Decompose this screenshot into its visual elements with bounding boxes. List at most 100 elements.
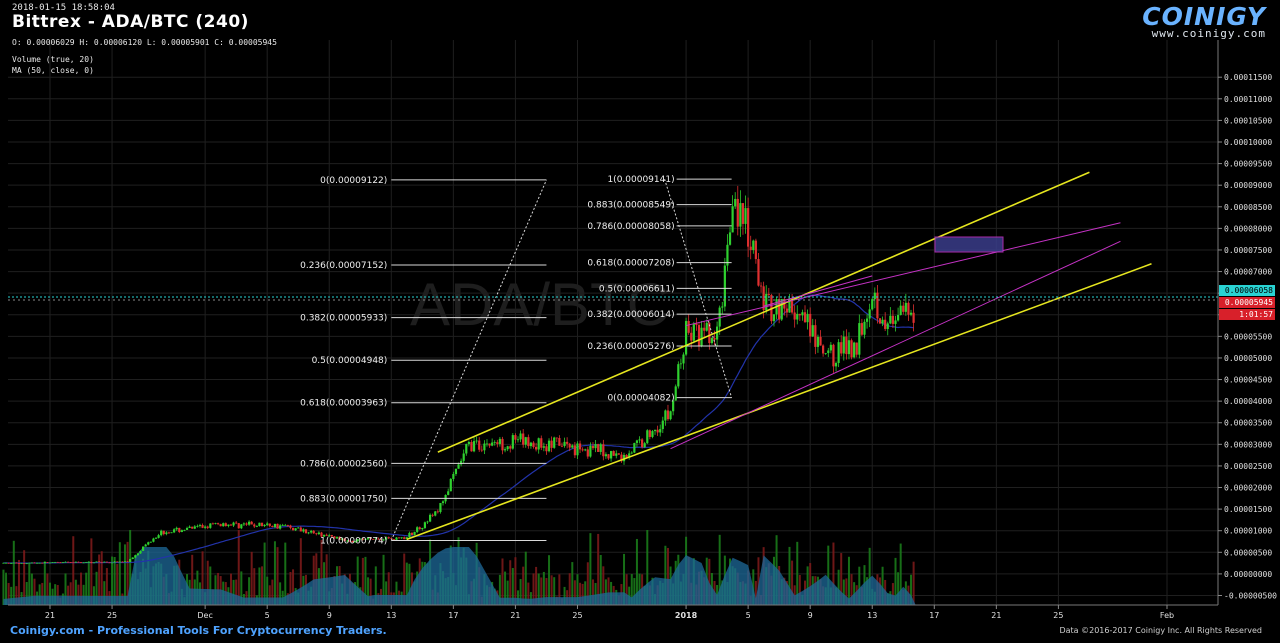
- volume-bar: [74, 579, 77, 605]
- time-tick-label: 25: [1053, 611, 1063, 620]
- candle-body: [485, 443, 489, 445]
- candle-body: [462, 453, 465, 461]
- candle-body: [478, 440, 481, 450]
- candle-body: [529, 442, 533, 447]
- candle-body: [436, 511, 439, 513]
- candle-body: [558, 437, 561, 446]
- candle-body: [816, 336, 820, 347]
- indicator-ma[interactable]: MA (50, close, 0): [12, 66, 94, 75]
- candle-body: [385, 537, 388, 540]
- candle-body: [30, 562, 34, 564]
- candle-body: [858, 323, 861, 355]
- volume-bar: [80, 572, 83, 605]
- candle-body: [886, 323, 889, 329]
- candle-body: [803, 312, 807, 323]
- fibonacci-retracements[interactable]: 0(0.00009122) 0.236(0.00007152) 0.382(0.00…: [300, 175, 733, 546]
- candle-body: [216, 523, 220, 525]
- coinigy-logo[interactable]: COINIGY www.coinigy.com: [1142, 2, 1266, 40]
- volume-bar: [191, 554, 194, 605]
- candle-body: [276, 523, 279, 529]
- candle-body: [597, 444, 600, 452]
- candle-body: [15, 562, 18, 564]
- candle-body: [628, 453, 631, 458]
- volume-bar: [196, 570, 199, 605]
- volume-bar: [501, 558, 504, 605]
- volume-bar: [284, 542, 287, 605]
- candle-body: [695, 323, 698, 326]
- trend-channel[interactable]: [406, 171, 1152, 541]
- candle-body: [454, 468, 458, 475]
- candle-body: [25, 563, 28, 565]
- time-tick-label: 9: [327, 611, 332, 620]
- current-price-tag: 0.00006058: [1219, 285, 1275, 296]
- volume-bar: [38, 584, 41, 605]
- candle-body: [747, 208, 750, 247]
- candle-body: [633, 442, 636, 453]
- candle-body: [759, 285, 763, 287]
- candle-body: [511, 435, 514, 449]
- time-axis[interactable]: 21 25 Dec 5 9 13 17 21 25 2018 5 9 13 17 21 25 Feb: [8, 604, 1218, 620]
- candle-body: [77, 561, 80, 563]
- candle-body: [219, 524, 222, 527]
- candle-body: [426, 521, 429, 523]
- price-tick-label: 0.00000000: [1224, 570, 1272, 579]
- candle-body: [625, 454, 628, 458]
- candle-body: [229, 524, 233, 526]
- candle-body: [271, 525, 274, 528]
- volume-bar: [519, 579, 522, 605]
- candle-body: [116, 561, 119, 563]
- volume-bar: [912, 561, 915, 605]
- candle-body: [245, 523, 248, 525]
- candle-body: [501, 438, 504, 451]
- volume-bar: [15, 586, 18, 605]
- volume-bar: [126, 541, 129, 605]
- candle-body: [522, 433, 525, 445]
- candle-body: [7, 562, 10, 564]
- candle-body: [703, 327, 706, 331]
- candle-body: [286, 524, 289, 526]
- volume-bar: [581, 583, 584, 605]
- volume-bar: [385, 581, 388, 605]
- candle-body: [273, 523, 277, 528]
- volume-bar: [201, 551, 204, 605]
- volume-bar: [232, 579, 235, 605]
- candle-body: [801, 312, 804, 316]
- indicator-volume[interactable]: Volume (true, 20): [12, 55, 94, 64]
- price-tick-label: 0.00008000: [1224, 224, 1272, 233]
- volume-bar: [113, 556, 116, 605]
- candle-body: [765, 293, 768, 310]
- candle-body: [586, 449, 589, 457]
- candle-body: [744, 208, 747, 224]
- volume-bar: [633, 578, 636, 605]
- candle-body: [739, 203, 742, 227]
- volume-bar: [630, 574, 633, 605]
- candle-body: [612, 451, 615, 456]
- volume-bar: [568, 573, 571, 605]
- volume-bar: [558, 574, 561, 605]
- candle-body: [346, 540, 349, 542]
- candle-body: [162, 530, 165, 535]
- candle-body: [196, 525, 199, 527]
- volume-bar: [597, 533, 600, 605]
- volume-bar: [548, 555, 551, 605]
- footer-tagline[interactable]: Coinigy.com - Professional Tools For Cry…: [10, 624, 387, 637]
- candle-body: [82, 562, 85, 564]
- candle-body: [403, 537, 406, 540]
- candle-body: [224, 523, 227, 527]
- candle-body: [449, 478, 452, 492]
- candle-body: [361, 538, 364, 540]
- candle-body: [232, 522, 235, 526]
- target-zone-box[interactable]: [934, 236, 1004, 253]
- volume-bar: [511, 568, 514, 605]
- pitchfork-lines[interactable]: [670, 222, 1121, 450]
- candle-body: [576, 443, 579, 456]
- volume-bar: [28, 563, 31, 605]
- price-tick-label: 0.00003000: [1224, 440, 1272, 449]
- candle-body: [674, 386, 677, 401]
- close-price-tag: 0.00005945: [1219, 297, 1275, 308]
- candle-body: [315, 533, 318, 535]
- candle-body: [519, 433, 522, 440]
- fib-level-label: 0.5(0.00006611): [599, 284, 675, 294]
- candle-body: [4, 562, 8, 564]
